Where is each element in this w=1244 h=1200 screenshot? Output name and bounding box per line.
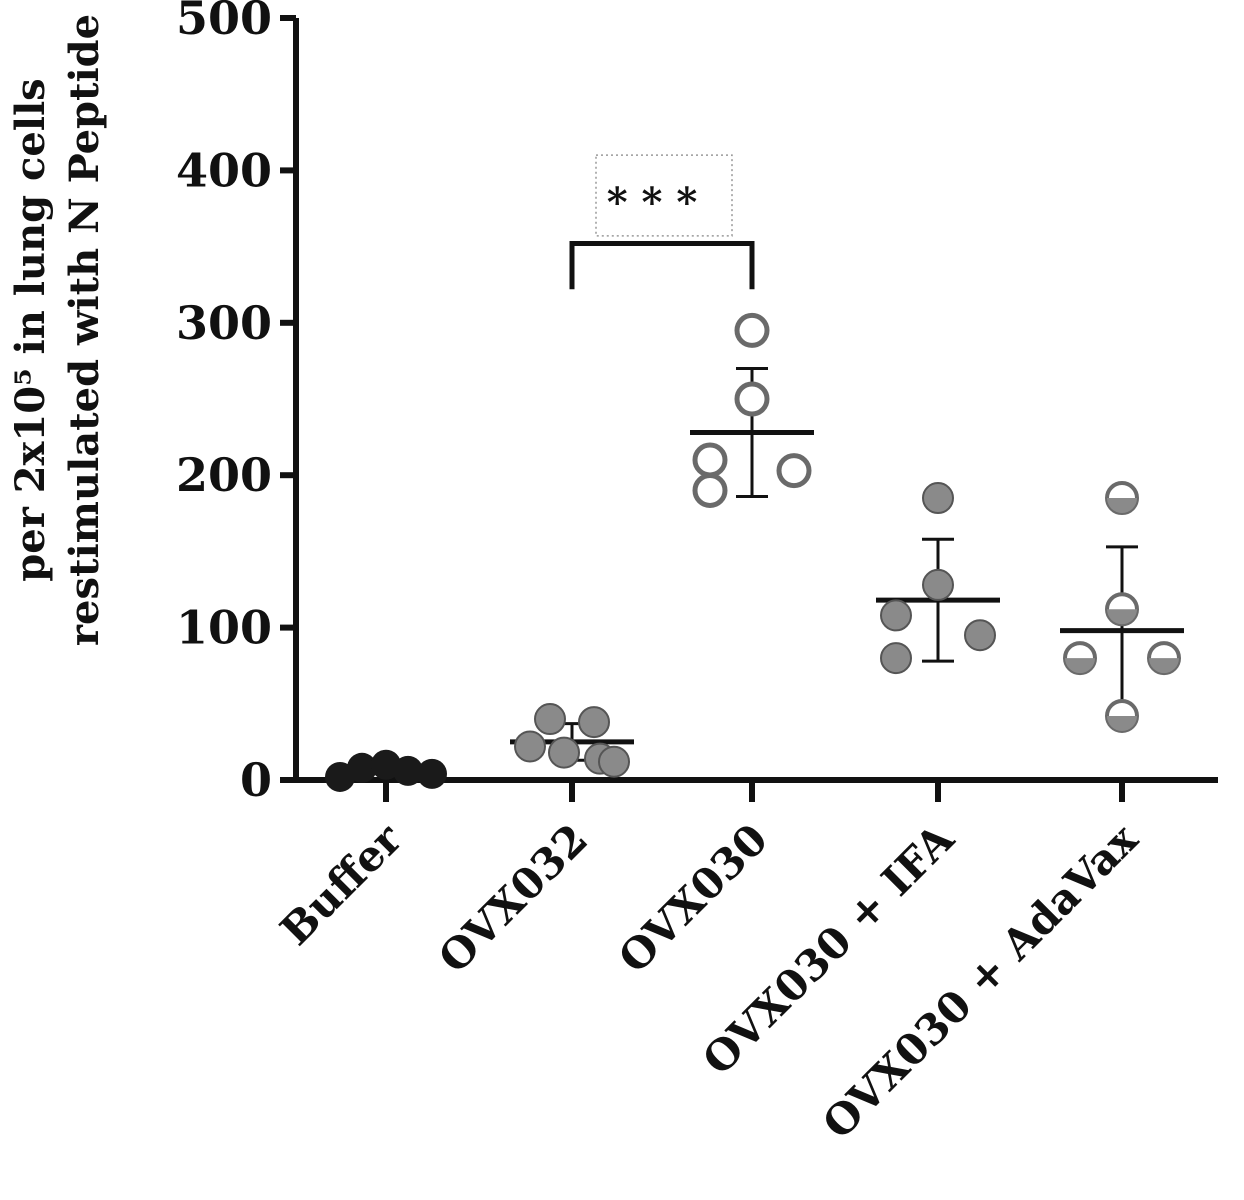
x-tick-label: Buffer bbox=[271, 814, 412, 955]
data-point bbox=[881, 600, 911, 630]
data-point bbox=[965, 620, 995, 650]
data-point bbox=[549, 738, 579, 768]
data-point bbox=[535, 704, 565, 734]
x-ticks: BufferOVX032OVX030OVX030 + IFAOVX030 + A… bbox=[271, 780, 1148, 1148]
data-point bbox=[779, 456, 809, 486]
data-point bbox=[923, 570, 953, 600]
y-tick-label: 400 bbox=[176, 143, 272, 197]
data-point bbox=[881, 643, 911, 673]
data-point bbox=[737, 384, 767, 414]
data-point bbox=[695, 445, 725, 475]
y-tick-label: 500 bbox=[176, 0, 272, 45]
data-point bbox=[923, 483, 953, 513]
data-point bbox=[599, 747, 629, 777]
mean-sd-bars bbox=[510, 369, 1184, 761]
data-point bbox=[515, 731, 545, 761]
significance-annotation: * * * bbox=[572, 155, 752, 289]
significance-label: * * * bbox=[607, 179, 698, 226]
significance-bracket bbox=[572, 244, 752, 290]
y-tick-label: 300 bbox=[176, 296, 272, 350]
data-point bbox=[417, 759, 447, 789]
y-tick-label: 200 bbox=[176, 448, 272, 502]
x-tick-label: OVX032 bbox=[429, 814, 597, 982]
y-tick-label: 0 bbox=[240, 753, 272, 807]
data-points bbox=[325, 315, 1179, 792]
x-tick-label: OVX030 + AdaVax bbox=[813, 814, 1148, 1149]
data-point bbox=[695, 475, 725, 505]
data-point bbox=[737, 315, 767, 345]
y-axis-label-line: restimulated with N Peptide bbox=[61, 14, 108, 646]
y-tick-label: 100 bbox=[176, 601, 272, 655]
data-point bbox=[579, 707, 609, 737]
y-axis-label: per 2x10⁵ in lung cellsrestimulated with… bbox=[7, 14, 108, 646]
x-tick-label: OVX030 bbox=[609, 814, 777, 982]
y-axis-label-line: per 2x10⁵ in lung cells bbox=[7, 78, 54, 581]
y-ticks: 0 100 200 300 400 500 bbox=[176, 0, 296, 807]
